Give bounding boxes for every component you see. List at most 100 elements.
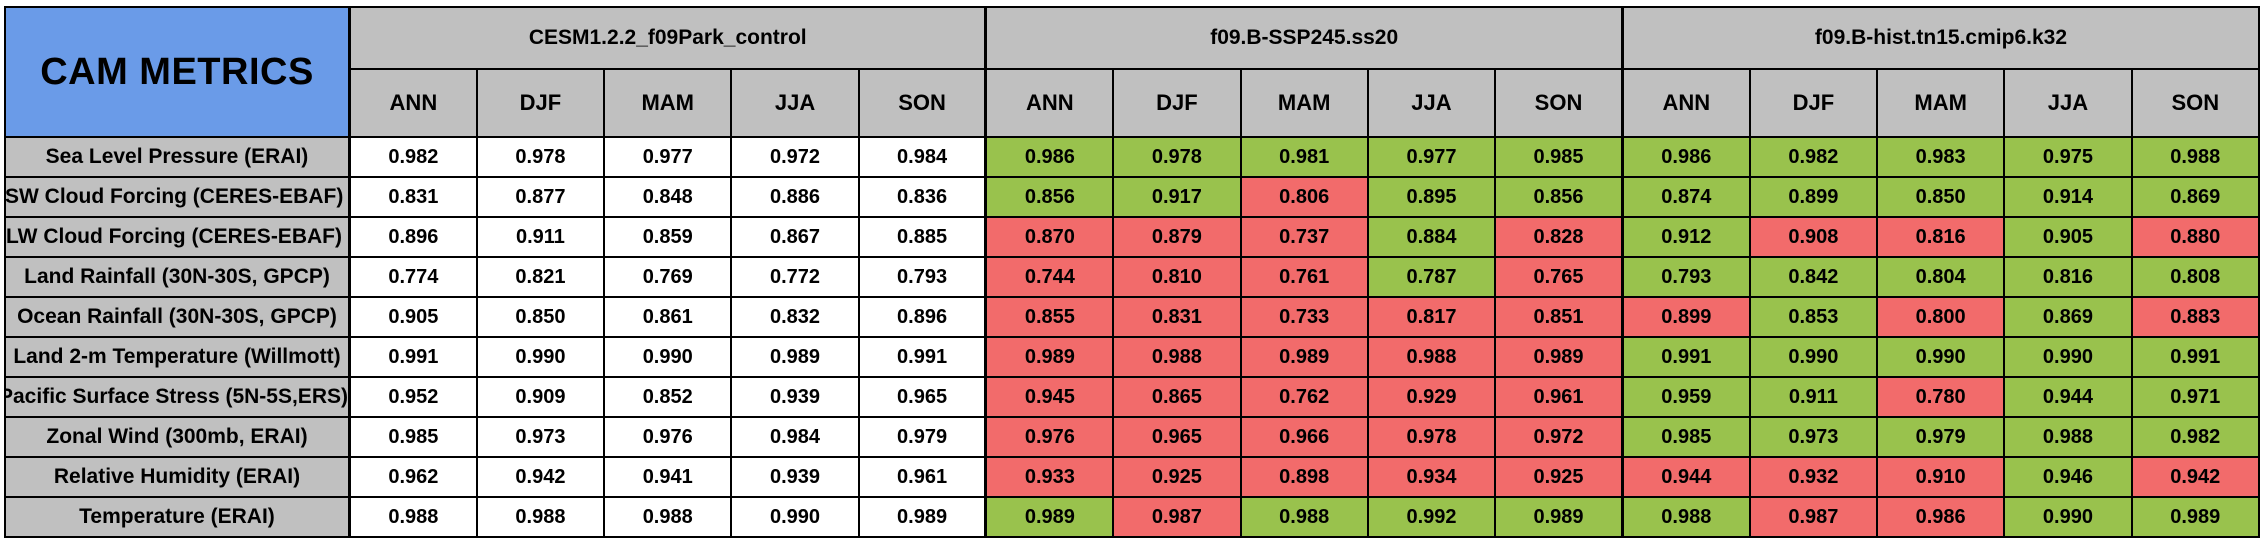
metric-value-cell: 0.977	[603, 136, 733, 178]
metric-value-cell: 0.990	[1748, 336, 1879, 378]
metric-value-cell: 0.733	[1239, 296, 1369, 338]
metric-value-cell: 0.909	[475, 376, 606, 418]
metric-value-cell: 0.939	[730, 456, 860, 498]
metric-value-cell: 0.965	[857, 376, 987, 418]
metric-label: Zonal Wind (300mb, ERAI)	[3, 416, 351, 458]
metric-value-cell: 0.780	[1875, 376, 2006, 418]
metric-value-cell: 0.979	[1875, 416, 2006, 458]
metric-value-cell: 0.929	[1366, 376, 1497, 418]
metric-label-text: Land 2-m Temperature (Willmott)	[13, 345, 341, 368]
season-header-mam: MAM	[1875, 68, 2006, 138]
table-row: Pacific Surface Stress (5N-5S,ERS) 0.952 0…	[3, 376, 2260, 418]
metric-value-cell: 0.850	[1875, 176, 2006, 218]
metric-value-cell: 0.976	[603, 416, 733, 458]
metric-value-cell: 0.990	[730, 496, 860, 538]
metric-value-cell: 0.787	[1366, 256, 1497, 298]
metric-value-cell: 0.856	[984, 176, 1115, 218]
metric-value-cell: 0.911	[1748, 376, 1879, 418]
metric-value-cell: 0.877	[475, 176, 606, 218]
metric-value-cell: 0.884	[1366, 216, 1497, 258]
table-row: Zonal Wind (300mb, ERAI) 0.985 0.973 0.976 0…	[3, 416, 2260, 458]
metric-value-cell: 0.973	[1748, 416, 1879, 458]
metric-value-cell: 0.972	[730, 136, 860, 178]
metric-value-cell: 0.831	[1112, 296, 1242, 338]
metric-value-cell: 0.744	[984, 256, 1115, 298]
metric-value-cell: 0.816	[1875, 216, 2006, 258]
metric-value-cell: 0.869	[2003, 296, 2133, 338]
season-header-son: SON	[1494, 68, 1624, 138]
metric-value-cell: 0.984	[730, 416, 860, 458]
metric-value-cell: 0.978	[475, 136, 606, 178]
metric-value-cell: 0.990	[1875, 336, 2006, 378]
metric-value-cell: 0.945	[984, 376, 1115, 418]
metric-value-cell: 0.988	[2003, 416, 2133, 458]
metric-value-cell: 0.853	[1748, 296, 1879, 338]
metric-value-cell: 0.973	[475, 416, 606, 458]
metric-value-cell: 0.966	[1239, 416, 1369, 458]
metric-value-cell: 0.852	[603, 376, 733, 418]
group-header-0: CESM1.2.2_f09Park_control	[347, 6, 987, 70]
metric-value-cell: 0.979	[857, 416, 987, 458]
metric-value-cell: 0.952	[347, 376, 478, 418]
table-row: Sea Level Pressure (ERAI) 0.982 0.978 0.977…	[3, 136, 2260, 178]
metric-label: Temperature (ERAI)	[3, 496, 351, 538]
metric-value-cell: 0.848	[603, 176, 733, 218]
metric-value-cell: 0.939	[730, 376, 860, 418]
metric-value-cell: 0.774	[347, 256, 478, 298]
metric-value-cell: 0.861	[603, 296, 733, 338]
metric-value-cell: 0.925	[1494, 456, 1624, 498]
metric-label: Land 2-m Temperature (Willmott)	[3, 336, 351, 378]
metric-value-cell: 0.988	[2130, 136, 2260, 178]
metric-value-cell: 0.991	[2130, 336, 2260, 378]
metric-value-cell: 0.989	[984, 496, 1115, 538]
metric-value-cell: 0.883	[2130, 296, 2260, 338]
season-header-ann: ANN	[1620, 68, 1751, 138]
metric-label-text: SW Cloud Forcing (CERES-EBAF)	[5, 185, 344, 208]
metric-value-cell: 0.842	[1748, 256, 1879, 298]
metric-value-cell: 0.987	[1748, 496, 1879, 538]
metric-value-cell: 0.942	[475, 456, 606, 498]
metric-value-cell: 0.737	[1239, 216, 1369, 258]
metric-value-cell: 0.874	[1620, 176, 1751, 218]
metric-value-cell: 0.989	[1494, 336, 1624, 378]
metric-value-cell: 0.965	[1112, 416, 1242, 458]
metric-value-cell: 0.821	[475, 256, 606, 298]
metric-label: LW Cloud Forcing (CERES-EBAF)	[3, 216, 351, 258]
metric-value-cell: 0.985	[347, 416, 478, 458]
metric-value-cell: 0.971	[2130, 376, 2260, 418]
season-header-jja: JJA	[2003, 68, 2133, 138]
table-row: Land 2-m Temperature (Willmott) 0.991 0.99…	[3, 336, 2260, 378]
metric-value-cell: 0.831	[347, 176, 478, 218]
metric-value-cell: 0.990	[603, 336, 733, 378]
metric-label-text: Land Rainfall (30N-30S, GPCP)	[24, 265, 330, 288]
metric-value-cell: 0.806	[1239, 176, 1369, 218]
metric-value-cell: 0.988	[1112, 336, 1242, 378]
metric-value-cell: 0.933	[984, 456, 1115, 498]
metric-value-cell: 0.989	[1239, 336, 1369, 378]
metric-value-cell: 0.986	[1620, 136, 1751, 178]
metric-value-cell: 0.896	[857, 296, 987, 338]
metric-value-cell: 0.828	[1494, 216, 1624, 258]
metric-value-cell: 0.988	[1366, 336, 1497, 378]
metric-value-cell: 0.982	[347, 136, 478, 178]
metric-value-cell: 0.978	[1112, 136, 1242, 178]
metric-value-cell: 0.988	[1620, 496, 1751, 538]
metric-value-cell: 0.990	[2003, 336, 2133, 378]
metric-value-cell: 0.886	[730, 176, 860, 218]
metric-label-text: Sea Level Pressure (ERAI)	[45, 145, 309, 168]
metric-value-cell: 0.855	[984, 296, 1115, 338]
season-header-mam: MAM	[603, 68, 733, 138]
metric-label: Sea Level Pressure (ERAI)	[3, 136, 351, 178]
metric-label: Pacific Surface Stress (5N-5S,ERS)	[3, 376, 351, 418]
metric-value-cell: 0.991	[1620, 336, 1751, 378]
season-header-ann: ANN	[347, 68, 478, 138]
season-header-jja: JJA	[730, 68, 860, 138]
metric-value-cell: 0.925	[1112, 456, 1242, 498]
season-header-son: SON	[857, 68, 987, 138]
table-title: CAM METRICS	[3, 6, 351, 138]
metric-value-cell: 0.850	[475, 296, 606, 338]
metric-value-cell: 0.976	[984, 416, 1115, 458]
metric-value-cell: 0.761	[1239, 256, 1369, 298]
metric-value-cell: 0.793	[1620, 256, 1751, 298]
metric-value-cell: 0.984	[857, 136, 987, 178]
